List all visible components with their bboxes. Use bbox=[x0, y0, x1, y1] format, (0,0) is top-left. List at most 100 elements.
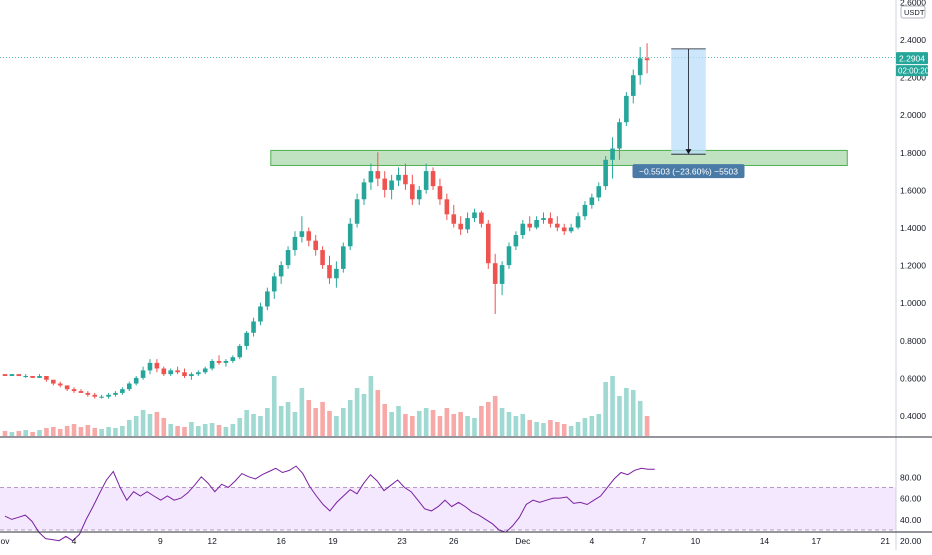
candle-body bbox=[133, 377, 139, 384]
price-tick-label: 1.8000 bbox=[900, 148, 926, 158]
candle-body bbox=[499, 265, 505, 284]
volume-bar bbox=[37, 429, 42, 436]
rsi-tick-label: 80.00 bbox=[900, 472, 922, 482]
measure-badge bbox=[632, 164, 745, 179]
candle-body bbox=[582, 204, 588, 217]
price-tick-label: 2.4000 bbox=[900, 35, 926, 45]
candle-body bbox=[492, 263, 498, 284]
time-tick-label: 23 bbox=[397, 536, 407, 546]
volume-bar bbox=[472, 417, 477, 436]
volume-bar bbox=[189, 421, 194, 436]
candle-body bbox=[161, 368, 167, 375]
volume-bar bbox=[265, 407, 270, 436]
volume-bar bbox=[347, 399, 353, 436]
volume-bar bbox=[437, 415, 443, 436]
currency-badge bbox=[900, 5, 926, 19]
time-tick-label: 7 bbox=[641, 536, 646, 546]
candle-body bbox=[347, 223, 353, 247]
candle-body bbox=[154, 362, 160, 369]
countdown-label: 02:00:20 bbox=[898, 67, 930, 76]
candle-body bbox=[285, 250, 291, 266]
candle-body bbox=[223, 360, 229, 363]
rsi-tick-label: 60.00 bbox=[900, 494, 922, 504]
candle-body bbox=[637, 58, 643, 76]
candle-body bbox=[126, 383, 132, 390]
candle-body bbox=[244, 332, 249, 346]
volume-bar bbox=[154, 411, 160, 436]
candle-body bbox=[610, 148, 615, 160]
candle-body bbox=[230, 357, 236, 361]
candle-body bbox=[382, 178, 388, 190]
candle-body bbox=[389, 180, 394, 190]
time-tick-label: 17 bbox=[811, 536, 821, 546]
volume-bar bbox=[168, 423, 173, 436]
volume-bar bbox=[541, 422, 546, 436]
volume-bar bbox=[78, 426, 84, 436]
candle-body bbox=[2, 374, 8, 377]
candle-body bbox=[561, 227, 567, 232]
volume-bar bbox=[299, 387, 305, 436]
candle-body bbox=[465, 218, 470, 230]
candle-body bbox=[106, 394, 111, 397]
volume-bar bbox=[196, 425, 201, 436]
volume-bar bbox=[44, 427, 49, 436]
candle-body bbox=[416, 189, 422, 200]
volume-bar bbox=[465, 415, 470, 436]
volume-bar bbox=[603, 381, 608, 436]
volume-bar bbox=[106, 426, 111, 436]
volume-bar bbox=[506, 411, 512, 436]
candle-body bbox=[340, 246, 346, 269]
volume-bar bbox=[382, 403, 388, 436]
time-tick-label: 21 bbox=[881, 536, 891, 546]
volume-bar bbox=[499, 407, 505, 436]
candle-body bbox=[624, 95, 629, 123]
time-tick-label: 10 bbox=[691, 536, 701, 546]
volume-bar bbox=[133, 415, 139, 436]
candle-body bbox=[57, 383, 63, 386]
volume-bar bbox=[57, 428, 63, 436]
volume-bar bbox=[458, 411, 463, 436]
candle-body bbox=[23, 376, 29, 378]
candle-body bbox=[9, 374, 15, 377]
candle-body bbox=[175, 370, 180, 373]
measure-label: −0.5503 (−23.60%) −5503 bbox=[639, 167, 738, 177]
volume-bar bbox=[113, 427, 118, 436]
volume-bar bbox=[375, 389, 381, 436]
candle-body bbox=[534, 219, 539, 228]
volume-bar bbox=[216, 424, 222, 436]
price-tick-label: 1.6000 bbox=[900, 185, 926, 195]
volume-bar bbox=[244, 409, 249, 436]
candle-body bbox=[644, 58, 650, 61]
candle-body bbox=[147, 362, 153, 371]
price-tick-label: 0.4000 bbox=[900, 411, 926, 421]
measure-arrowhead bbox=[685, 149, 692, 155]
time-tick-label: 4 bbox=[72, 536, 77, 546]
volume-bar bbox=[630, 389, 636, 436]
candle-body bbox=[313, 240, 318, 251]
volume-bar bbox=[575, 421, 581, 436]
price-tick-label: 1.4000 bbox=[900, 223, 926, 233]
candle-body bbox=[78, 391, 84, 393]
candle-body bbox=[334, 268, 339, 279]
currency-label: USDT bbox=[904, 8, 925, 17]
green-zone bbox=[270, 149, 848, 166]
volume-bar bbox=[334, 415, 339, 436]
volume-bar bbox=[492, 395, 498, 436]
rsi-tick-label: 40.00 bbox=[900, 515, 922, 525]
candle-body bbox=[265, 291, 270, 307]
candle-body bbox=[444, 199, 450, 215]
candle-body bbox=[396, 174, 401, 181]
volume-bar bbox=[209, 422, 215, 436]
candle-body bbox=[99, 396, 104, 398]
price-tick-label: 2.2000 bbox=[900, 73, 926, 83]
candle-layer bbox=[2, 43, 650, 399]
volume-bar bbox=[479, 405, 484, 436]
volume-bar bbox=[223, 426, 229, 436]
price-tick-label: 0.6000 bbox=[900, 373, 926, 383]
candle-body bbox=[16, 374, 22, 377]
candle-body bbox=[64, 385, 70, 390]
candle-body bbox=[120, 389, 125, 393]
